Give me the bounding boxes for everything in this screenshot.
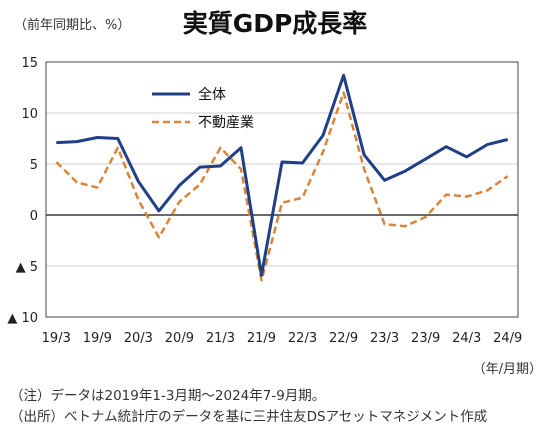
y-tick-label: 5: [30, 158, 38, 173]
y-unit-label: （前年同期比、%）: [14, 18, 131, 33]
x-tick-label: 24/3: [452, 331, 481, 346]
chart-title: 実質GDP成長率: [182, 9, 368, 38]
plot-frame: [45, 61, 519, 318]
x-tick-label: 23/9: [411, 331, 440, 346]
x-tick-label: 20/9: [165, 331, 194, 346]
y-tick-label: 10: [21, 107, 38, 122]
x-unit-label: （年/月期）: [472, 362, 542, 377]
x-tick-label: 24/9: [493, 331, 522, 346]
x-tick-labels: 19/3 19/9 20/3 20/9 21/3 21/9 22/3 22/9 23/3 23/9…: [42, 331, 523, 346]
x-tick-label: 20/3: [124, 331, 153, 346]
plot-border: [45, 61, 519, 318]
x-tick-label: 21/9: [247, 331, 276, 346]
note-period: （注）データは2019年1-3月期～2024年7-9月期。: [10, 388, 326, 404]
y-tick-labels: 15 10 5 0 ▲ 5 ▲ 10: [7, 56, 38, 326]
gridlines: [46, 61, 518, 318]
x-tick-label: 22/9: [329, 331, 358, 346]
x-tick-label: 21/3: [206, 331, 235, 346]
y-tick-label: ▲ 5: [16, 260, 38, 275]
legend-label: 全体: [198, 86, 226, 103]
x-tick-label: 19/3: [42, 331, 71, 346]
x-tick-label: 23/3: [370, 331, 399, 346]
y-tick-label: ▲ 10: [7, 311, 38, 326]
y-tick-label: 0: [30, 209, 38, 224]
y-tick-label: 15: [21, 56, 38, 71]
series-lines: [55, 73, 509, 282]
note-source: （出所）ベトナム統計庁のデータを基に三井住友DSアセットマネジメント作成: [10, 409, 488, 425]
series-line-real-estate: [55, 91, 509, 282]
x-tick-label: 22/3: [288, 331, 317, 346]
series-line-total: [56, 73, 509, 277]
legend-label: 不動産業: [198, 115, 254, 131]
x-tick-label: 19/9: [83, 331, 112, 346]
